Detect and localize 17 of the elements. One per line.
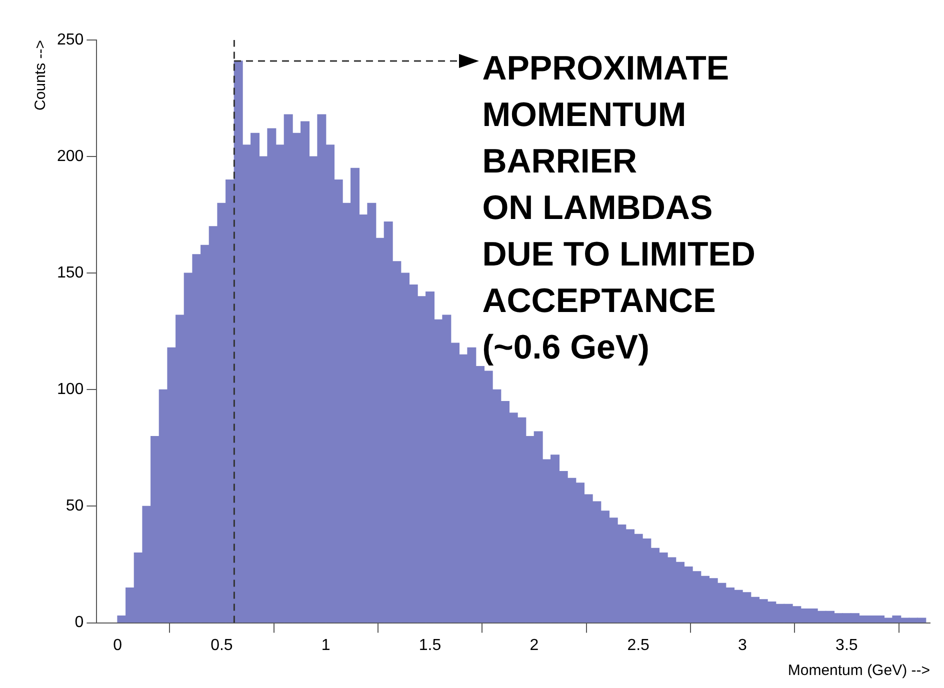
y-axis-title: Counts --> [32,40,50,110]
annotation: APPROXIMATE MOMENTUM BARRIER ON LAMBDAS DUE TO LIMITED ACCEPTANCE (~0.6 GeV) [482,49,756,366]
y-tick-label: 150 [56,264,84,282]
y-tick-label: 0 [74,614,84,632]
x-tick-label: 1 [321,636,330,654]
x-tick-label: 1.5 [418,636,442,654]
x-tick-label: 0.5 [210,636,233,654]
x-axis-title: Momentum (GeV) --> [788,662,930,680]
x-tick-label: 2 [530,636,539,654]
y-tick-label: 100 [56,381,84,398]
x-tick-label: 3.5 [836,636,858,654]
x-tick-label: 2.5 [627,636,650,654]
y-tick-label: 50 [66,498,84,515]
x-tick-label: 3 [738,636,748,654]
y-tick-label: 200 [56,148,84,165]
y-tick-label: 250 [56,31,84,48]
x-tick-label: 0 [113,636,122,654]
